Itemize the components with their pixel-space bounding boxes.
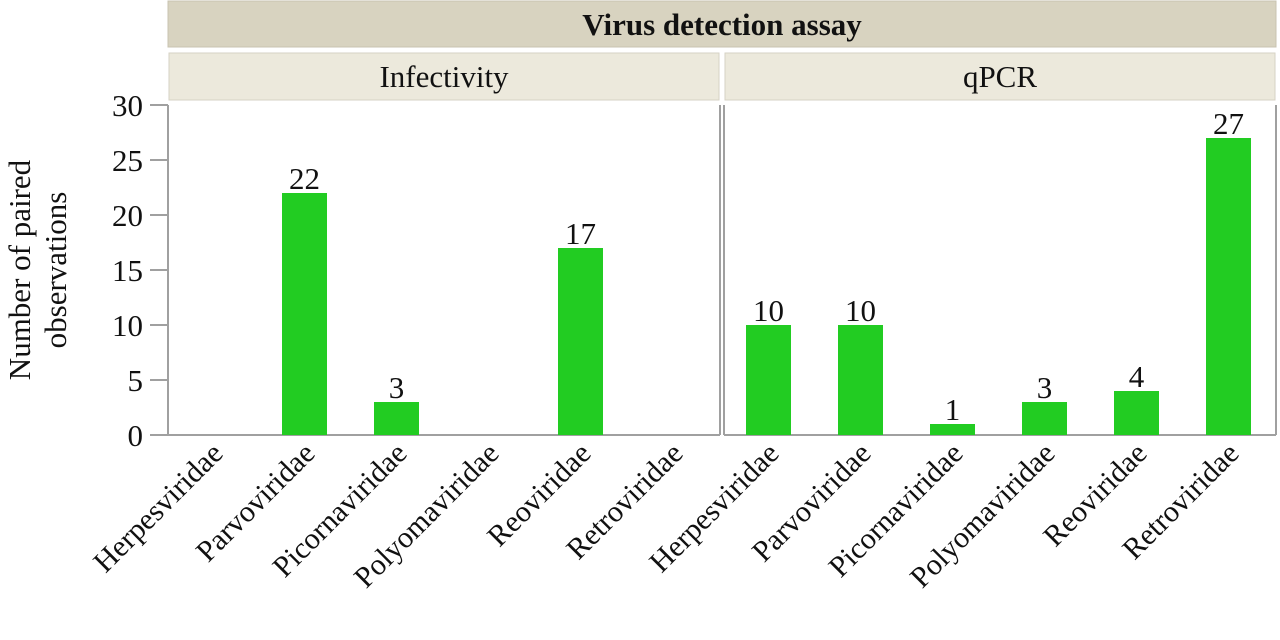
y-tick-label: 0 — [128, 418, 144, 453]
data-label: 17 — [565, 216, 596, 251]
bar — [282, 193, 327, 435]
facet-label: qPCR — [963, 59, 1037, 94]
panels-group: Infectivity 22 3 17 qPCR 10 10 1 3 4 27 — [167, 52, 1277, 436]
data-label: 4 — [1129, 359, 1145, 394]
y-axis-title-line1: Number of paired — [2, 159, 37, 380]
y-axis-title-line2: observations — [38, 192, 73, 349]
y-tick-label: 10 — [112, 308, 143, 343]
facet-header-qpcr — [724, 52, 1276, 101]
y-tick-label: 25 — [112, 143, 143, 178]
x-axis: HerpesviridaeParvoviridaePicornaviridaeP… — [87, 437, 1245, 595]
data-label: 10 — [845, 293, 876, 328]
bar — [1022, 402, 1067, 435]
bar — [838, 325, 883, 435]
facet-header-infectivity — [168, 52, 720, 101]
y-tick-label: 5 — [128, 363, 144, 398]
y-axis-title: Number of pairedobservations — [2, 159, 73, 380]
bar — [746, 325, 791, 435]
bar — [1114, 391, 1159, 435]
data-label: 3 — [1037, 370, 1053, 405]
y-tick-label: 30 — [112, 88, 143, 123]
y-tick-label: 20 — [112, 198, 143, 233]
data-label: 22 — [289, 161, 320, 196]
title-strip — [167, 0, 1277, 48]
data-label: 27 — [1213, 106, 1244, 141]
bar — [558, 248, 603, 435]
y-axis: 0 5 10 15 20 25 30 Number of pairedobservations — [2, 88, 168, 453]
data-label: 3 — [389, 370, 405, 405]
data-label: 10 — [753, 293, 784, 328]
chart-title: Virus detection assay — [582, 7, 862, 42]
facet-label: Infectivity — [379, 59, 509, 94]
bar — [1206, 138, 1251, 435]
bar — [374, 402, 419, 435]
header-group: Virus detection assay — [167, 0, 1277, 48]
data-label: 1 — [945, 392, 961, 427]
y-tick-label: 15 — [112, 253, 143, 288]
bar — [930, 424, 975, 435]
